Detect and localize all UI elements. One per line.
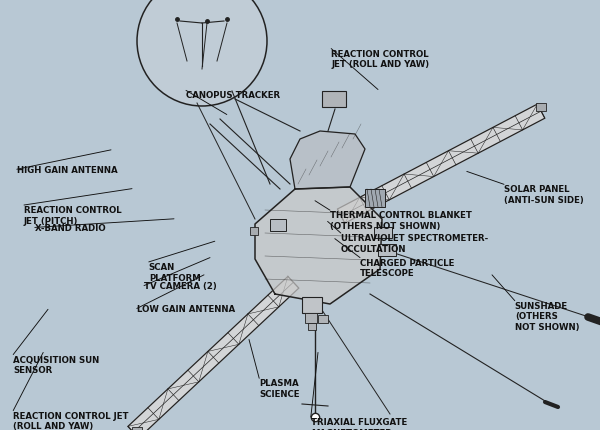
Polygon shape — [255, 187, 382, 304]
Text: CANOPUS TRACKER: CANOPUS TRACKER — [186, 91, 280, 100]
Polygon shape — [128, 277, 299, 430]
Text: REACTION CONTROL JET
(ROLL AND YAW): REACTION CONTROL JET (ROLL AND YAW) — [13, 411, 128, 430]
Text: X-BAND RADIO: X-BAND RADIO — [35, 224, 106, 232]
FancyBboxPatch shape — [365, 190, 385, 208]
Polygon shape — [337, 105, 545, 224]
FancyBboxPatch shape — [132, 427, 142, 430]
FancyBboxPatch shape — [536, 104, 546, 112]
Text: REACTION CONTROL
JET (PITCH): REACTION CONTROL JET (PITCH) — [24, 206, 122, 225]
Circle shape — [137, 0, 267, 107]
Text: REACTION CONTROL
JET (ROLL AND YAW): REACTION CONTROL JET (ROLL AND YAW) — [331, 49, 430, 69]
Text: SUNSHADE
(OTHERS
NOT SHOWN): SUNSHADE (OTHERS NOT SHOWN) — [515, 301, 580, 332]
Text: ACQUISITION SUN
SENSOR: ACQUISITION SUN SENSOR — [13, 355, 100, 375]
FancyBboxPatch shape — [378, 244, 396, 256]
Text: HIGH GAIN ANTENNA: HIGH GAIN ANTENNA — [17, 166, 118, 174]
Text: TRIAXIAL FLUXGATE
MAGNETOMETER: TRIAXIAL FLUXGATE MAGNETOMETER — [311, 417, 407, 430]
Text: ULTRAVIOLET SPECTROMETER-
OCCULTATION: ULTRAVIOLET SPECTROMETER- OCCULTATION — [341, 233, 488, 253]
FancyBboxPatch shape — [250, 227, 258, 236]
Text: THERMAL CONTROL BLANKET
(OTHERS NOT SHOWN): THERMAL CONTROL BLANKET (OTHERS NOT SHOW… — [330, 211, 472, 230]
FancyBboxPatch shape — [374, 227, 392, 239]
Text: SOLAR PANEL
(ANTI-SUN SIDE): SOLAR PANEL (ANTI-SUN SIDE) — [504, 185, 584, 205]
Text: LOW GAIN ANTENNA: LOW GAIN ANTENNA — [137, 304, 235, 313]
FancyBboxPatch shape — [308, 323, 316, 330]
Text: CHARGED PARTICLE
TELESCOPE: CHARGED PARTICLE TELESCOPE — [360, 258, 454, 278]
FancyBboxPatch shape — [302, 297, 322, 313]
FancyBboxPatch shape — [305, 313, 317, 323]
FancyBboxPatch shape — [322, 92, 346, 108]
Text: PLASMA
SCIENCE: PLASMA SCIENCE — [259, 378, 300, 398]
Text: SCAN
PLATFORM: SCAN PLATFORM — [149, 262, 200, 282]
FancyBboxPatch shape — [270, 219, 286, 231]
FancyBboxPatch shape — [318, 315, 328, 323]
Text: TV CAMERA (2): TV CAMERA (2) — [144, 282, 217, 290]
Polygon shape — [290, 132, 365, 190]
